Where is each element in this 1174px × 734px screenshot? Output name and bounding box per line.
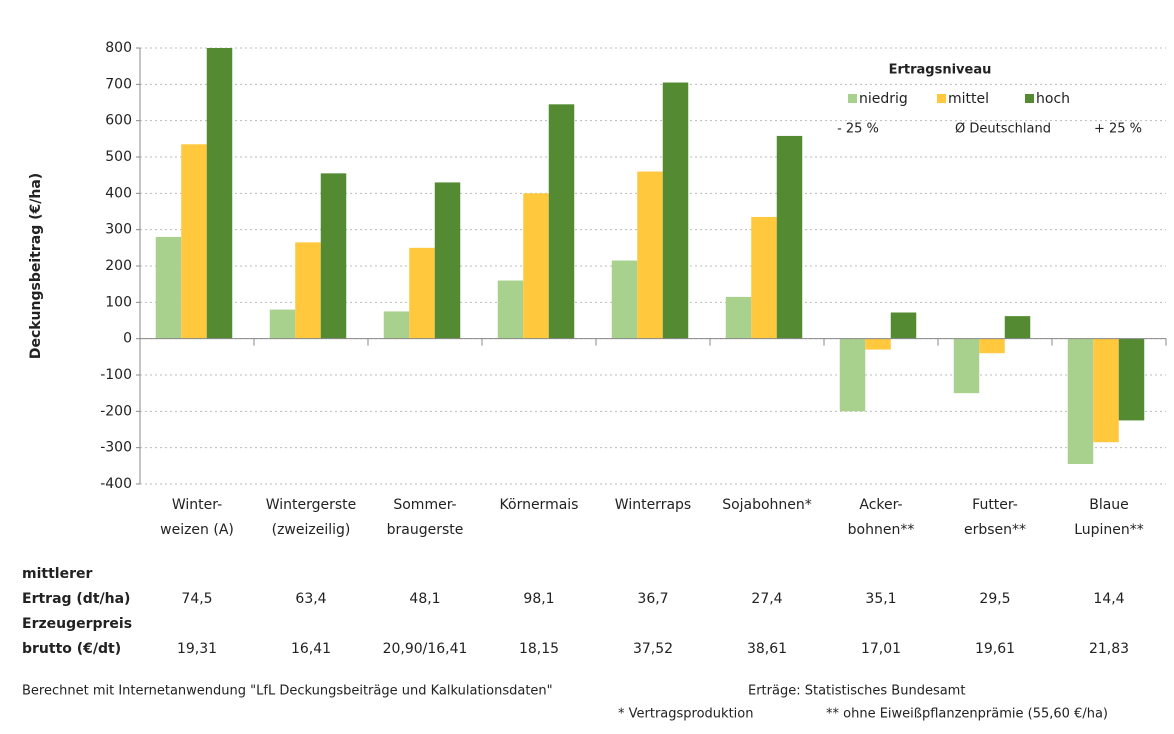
bar bbox=[890, 312, 917, 339]
bar bbox=[1118, 338, 1145, 421]
legend-swatch bbox=[848, 94, 857, 103]
legend-label: hoch bbox=[1036, 91, 1070, 107]
y-tick-label: 0 bbox=[123, 331, 132, 347]
row-label: brutto (€/dt) bbox=[22, 641, 121, 657]
bar bbox=[751, 216, 777, 339]
table-cell: 29,5 bbox=[979, 591, 1010, 607]
footer-yields: Erträge: Statistisches Bundesamt bbox=[748, 684, 965, 699]
legend-swatch bbox=[937, 94, 946, 103]
x-tick-label: Acker- bbox=[859, 497, 902, 513]
bar bbox=[776, 135, 803, 339]
bar bbox=[611, 260, 638, 339]
legend-sublabel: Ø Deutschland bbox=[955, 122, 1051, 137]
legend-title: Ertragsniveau bbox=[889, 63, 992, 78]
bar bbox=[269, 309, 296, 339]
y-tick-label: 300 bbox=[105, 222, 132, 238]
y-tick-label: -200 bbox=[100, 403, 132, 419]
table-cell: 37,52 bbox=[633, 641, 673, 657]
footer-note: ** ohne Eiweißpflanzenprämie (55,60 €/ha… bbox=[826, 707, 1108, 722]
bar bbox=[1067, 338, 1094, 465]
x-tick-label: Blaue bbox=[1089, 497, 1129, 513]
row-label: Erzeugerpreis bbox=[22, 616, 132, 632]
x-tick-label: Winter- bbox=[172, 497, 222, 513]
bar bbox=[383, 311, 410, 339]
x-tick-label: (zweizeilig) bbox=[272, 522, 351, 538]
footer-note: * Vertragsproduktion bbox=[618, 707, 753, 722]
table-cell: 14,4 bbox=[1093, 591, 1124, 607]
legend-label: mittel bbox=[948, 91, 989, 107]
table-cell: 18,15 bbox=[519, 641, 559, 657]
x-tick-label: Futter- bbox=[972, 497, 1018, 513]
x-tick-label: Lupinen** bbox=[1074, 522, 1144, 538]
y-tick-label: 200 bbox=[105, 258, 132, 274]
y-tick-label: 400 bbox=[105, 185, 132, 201]
bar bbox=[295, 242, 321, 339]
x-tick-label: Winterraps bbox=[615, 497, 691, 513]
table-cell: 63,4 bbox=[295, 591, 326, 607]
table-cell: 19,61 bbox=[975, 641, 1015, 657]
table-cell: 35,1 bbox=[865, 591, 896, 607]
table-cell: 36,7 bbox=[637, 591, 668, 607]
y-tick-label: -300 bbox=[100, 440, 132, 456]
legend-sublabel: + 25 % bbox=[1094, 122, 1142, 137]
x-tick-label: Wintergerste bbox=[266, 497, 357, 513]
bar bbox=[523, 193, 549, 339]
y-tick-label: 600 bbox=[105, 113, 132, 129]
row-label: mittlerer bbox=[22, 566, 92, 582]
x-tick-label: Sommer- bbox=[393, 497, 456, 513]
bar bbox=[839, 338, 866, 412]
legend-swatch bbox=[1025, 94, 1034, 103]
table-cell: 16,41 bbox=[291, 641, 331, 657]
x-tick-label: braugerste bbox=[387, 522, 464, 538]
table-cell: 19,31 bbox=[177, 641, 217, 657]
bar bbox=[865, 338, 891, 350]
bar bbox=[409, 247, 435, 339]
y-tick-label: 800 bbox=[105, 40, 132, 56]
table-cell: 17,01 bbox=[861, 641, 901, 657]
table-cell: 48,1 bbox=[409, 591, 440, 607]
x-tick-label: erbsen** bbox=[964, 522, 1026, 538]
bar bbox=[434, 182, 461, 339]
bar bbox=[548, 104, 575, 339]
bar bbox=[181, 144, 207, 339]
table-cell: 21,83 bbox=[1089, 641, 1129, 657]
row-label: Ertrag (dt/ha) bbox=[22, 591, 130, 607]
legend-sublabel: - 25 % bbox=[837, 122, 879, 137]
bar bbox=[725, 296, 752, 339]
y-tick-label: -400 bbox=[100, 476, 132, 492]
legend-label: niedrig bbox=[859, 91, 908, 107]
y-tick-label: 700 bbox=[105, 76, 132, 92]
bar bbox=[662, 82, 689, 339]
x-tick-label: bohnen** bbox=[848, 522, 915, 538]
table-cell: 38,61 bbox=[747, 641, 787, 657]
y-tick-label: 500 bbox=[105, 149, 132, 165]
bar bbox=[206, 48, 233, 339]
bar bbox=[1004, 316, 1031, 339]
x-tick-label: weizen (A) bbox=[160, 522, 234, 538]
x-tick-label: Sojabohnen* bbox=[722, 497, 812, 513]
bar bbox=[320, 173, 347, 339]
bar bbox=[1093, 338, 1119, 443]
bar bbox=[155, 236, 182, 339]
bar bbox=[953, 338, 980, 394]
bar bbox=[979, 338, 1005, 354]
x-tick-label: Körnermais bbox=[500, 497, 579, 513]
table-cell: 74,5 bbox=[181, 591, 212, 607]
footer-source: Berechnet mit Internetanwendung "LfL Dec… bbox=[22, 684, 553, 699]
table-cell: 20,90/16,41 bbox=[383, 641, 468, 657]
table-cell: 27,4 bbox=[751, 591, 782, 607]
y-tick-label: -100 bbox=[100, 367, 132, 383]
table-cell: 98,1 bbox=[523, 591, 554, 607]
y-tick-label: 100 bbox=[105, 294, 132, 310]
bar bbox=[637, 171, 663, 339]
bar bbox=[497, 280, 524, 339]
y-axis-title: Deckungsbeitrag (€/ha) bbox=[28, 173, 44, 359]
